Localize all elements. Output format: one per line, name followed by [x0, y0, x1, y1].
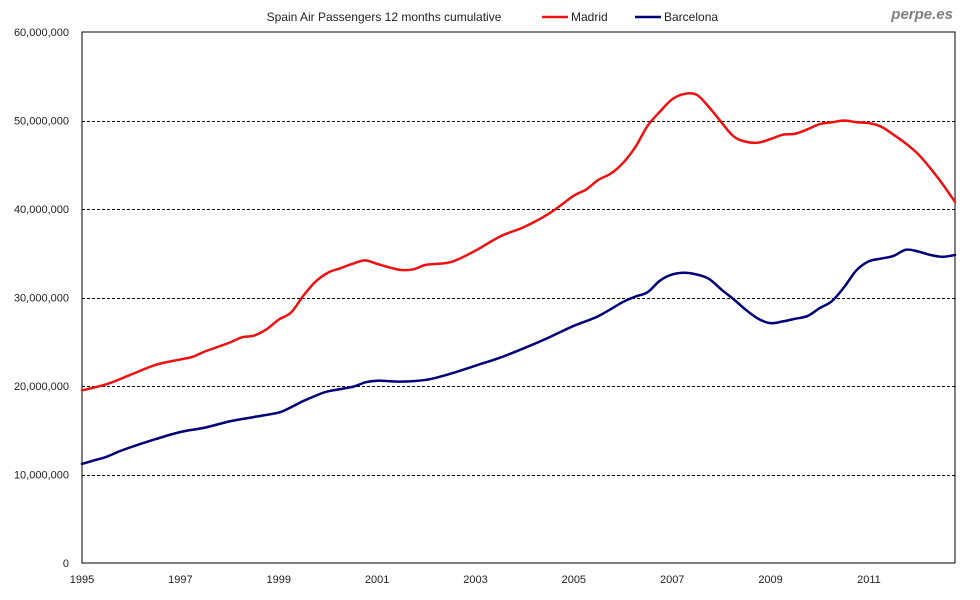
y-tick-label: 40,000,000 [14, 204, 69, 216]
y-tick-label: 20,000,000 [14, 381, 69, 393]
series-line-barcelona [80, 248, 957, 466]
chart-title: Spain Air Passengers 12 months cumulativ… [267, 10, 502, 24]
x-tick-label: 2011 [857, 574, 881, 586]
plot-area-frame [81, 31, 956, 564]
x-tick-label: 2009 [758, 574, 782, 586]
x-tick-label: 2005 [562, 574, 586, 586]
watermark-text: perpe.es [890, 6, 953, 23]
y-tick-label: 50,000,000 [14, 116, 69, 128]
x-tick-label: 1999 [266, 574, 290, 586]
data-series [80, 92, 957, 466]
legend-label-barcelona: Barcelona [664, 10, 718, 24]
x-tick-label: 2007 [660, 574, 684, 586]
series-line-madrid [80, 92, 957, 392]
legend: Madrid Barcelona [542, 10, 718, 24]
legend-label-madrid: Madrid [571, 10, 608, 24]
y-tick-label: 60,000,000 [14, 27, 69, 39]
y-tick-label: 0 [63, 558, 69, 570]
x-tick-label: 1997 [168, 574, 192, 586]
gridlines [82, 121, 955, 476]
x-tick-label: 1995 [70, 574, 94, 586]
x-axis-tick-labels: 1995 1997 1999 2001 2003 2005 2007 2009 2011 [70, 574, 881, 586]
x-tick-label: 2003 [463, 574, 487, 586]
x-tick-label: 2001 [365, 574, 389, 586]
y-axis-tick-labels: 0 10,000,000 20,000,000 30,000,000 40,000,00… [14, 27, 69, 570]
y-tick-label: 30,000,000 [14, 293, 69, 305]
y-tick-label: 10,000,000 [14, 470, 69, 482]
